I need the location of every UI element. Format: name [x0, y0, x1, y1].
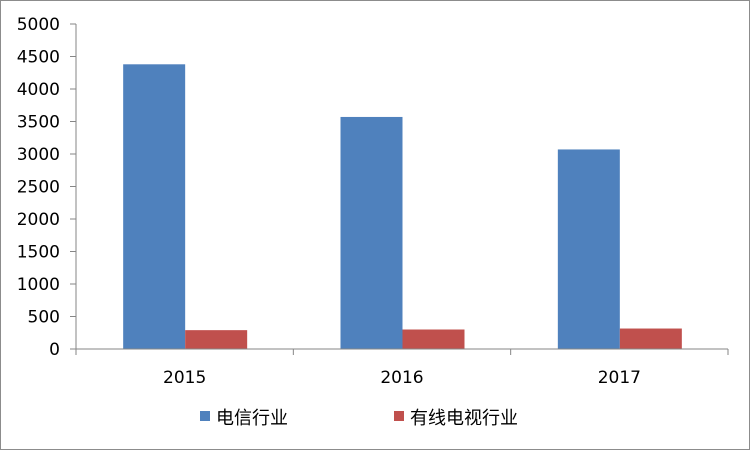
- bar-cable-tv-2016: [402, 329, 465, 349]
- legend-swatch-cable-tv: [394, 411, 404, 421]
- legend-label-cable-tv: 有线电视行业: [410, 408, 518, 429]
- bars: [123, 64, 682, 350]
- y-tick-label: 2500: [17, 178, 60, 198]
- y-tick-label: 5000: [17, 15, 60, 35]
- y-tick-label: 1500: [17, 243, 60, 263]
- y-tick-label: 500: [28, 308, 60, 328]
- bar-telecom-2016: [340, 116, 403, 349]
- bar-cable-tv-2015: [185, 330, 248, 349]
- legend-swatch-telecom: [200, 411, 210, 421]
- x-axis-ticks: 2015 2016 2017: [75, 349, 729, 388]
- y-tick-label: 3500: [17, 113, 60, 133]
- bar-telecom-2015: [123, 64, 186, 350]
- bar-telecom-2017: [557, 149, 620, 349]
- bar-cable-tv-2017: [619, 328, 682, 349]
- x-tick-label: 2017: [598, 368, 641, 388]
- y-tick-label: 3000: [17, 145, 60, 165]
- y-tick-label: 0: [49, 340, 60, 360]
- y-tick-label: 1000: [17, 275, 60, 295]
- x-tick-label: 2015: [163, 368, 206, 388]
- legend-label-telecom: 电信行业: [216, 408, 288, 429]
- y-tick-label: 4500: [17, 48, 60, 68]
- legend: 电信行业 有线电视行业: [200, 408, 518, 429]
- y-axis-ticks: 0 500 1000 1500 2000 2500 3000 3500 4000 4500 5000: [17, 15, 76, 360]
- x-tick-label: 2016: [380, 368, 423, 388]
- y-tick-label: 2000: [17, 210, 60, 230]
- y-tick-label: 4000: [17, 80, 60, 100]
